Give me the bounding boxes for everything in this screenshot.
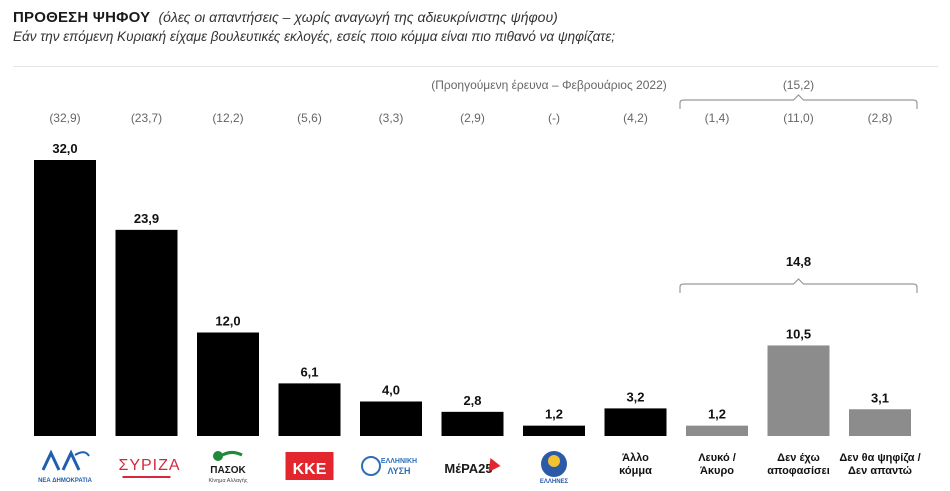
category-label: Άκυρο bbox=[700, 465, 734, 477]
category-label: Άλλο bbox=[622, 452, 649, 464]
mera25-logo: ΜέΡΑ25 bbox=[444, 461, 492, 476]
bar-value-label: 23,9 bbox=[134, 211, 159, 226]
ellines-logo-text: ΕΛΛΗΝΕΣ bbox=[540, 479, 569, 485]
bar-value-label: 1,2 bbox=[708, 407, 726, 422]
bar bbox=[197, 332, 259, 436]
bar bbox=[360, 401, 422, 436]
bar-value-label: 32,0 bbox=[52, 141, 77, 156]
previous-value-label: (2,9) bbox=[460, 111, 485, 125]
ellines-logo bbox=[548, 455, 560, 467]
previous-value-label: (12,2) bbox=[212, 111, 243, 125]
previous-value-label: (2,8) bbox=[868, 111, 893, 125]
elliniki-lysi-logo bbox=[361, 456, 381, 476]
nea-dimokratia-logo bbox=[74, 451, 90, 457]
chart-header: ΠΡΟΘΕΣΗ ΨΗΦΟΥ (όλες οι απαντήσεις – χωρί… bbox=[13, 8, 943, 44]
bar-value-label: 4,0 bbox=[382, 383, 400, 398]
bar bbox=[767, 345, 830, 436]
bar bbox=[441, 411, 504, 436]
category-label: Δεν απαντώ bbox=[848, 465, 912, 477]
previous-value-label: (11,0) bbox=[783, 111, 813, 125]
previous-group-total-label: (15,2) bbox=[783, 78, 814, 92]
syriza-logo: ΣΥΡΙΖΑ bbox=[118, 457, 180, 474]
pasok-logo bbox=[214, 450, 243, 462]
nea-dimokratia-logo bbox=[41, 449, 81, 471]
category-label: Δεν έχω bbox=[777, 452, 820, 464]
group-total-label: 14,8 bbox=[786, 254, 811, 269]
pasok-logo-subtext: Κίνημα Αλλαγής bbox=[209, 477, 248, 484]
chart-title: ΠΡΟΘΕΣΗ ΨΗΦΟΥ bbox=[13, 9, 151, 26]
previous-value-label: (1,4) bbox=[705, 111, 730, 125]
kke-logo bbox=[285, 452, 334, 480]
bar bbox=[849, 409, 911, 436]
previous-value-label: (-) bbox=[548, 111, 560, 125]
bar-value-label: 6,1 bbox=[300, 364, 318, 379]
bar-value-label: 2,8 bbox=[463, 393, 481, 408]
category-label: κόμμα bbox=[619, 465, 652, 477]
bar-value-label: 12,0 bbox=[215, 314, 240, 329]
previous-value-label: (32,9) bbox=[49, 111, 80, 125]
bar bbox=[34, 160, 96, 436]
bar bbox=[278, 383, 341, 436]
previous-value-label: (23,7) bbox=[131, 111, 162, 125]
group-brace bbox=[679, 278, 918, 293]
previous-group-brace bbox=[679, 94, 918, 109]
elliniki-lysi-logo-text: ΕΛΛΗΝΙΚΗ bbox=[381, 458, 417, 465]
elliniki-lysi-logo-text: ΛΥΣΗ bbox=[387, 466, 410, 476]
bar bbox=[686, 425, 748, 436]
previous-value-label: (3,3) bbox=[379, 111, 404, 125]
category-label: αποφασίσει bbox=[767, 465, 830, 477]
syriza-logo-underline bbox=[122, 476, 171, 478]
bar bbox=[115, 229, 178, 436]
previous-survey-label: (Προηγούμενη έρευνα – Φεβρουάριος 2022) bbox=[431, 78, 667, 92]
bar bbox=[604, 408, 667, 436]
header-divider bbox=[13, 66, 938, 67]
bar bbox=[523, 425, 585, 436]
title-line: ΠΡΟΘΕΣΗ ΨΗΦΟΥ (όλες οι απαντήσεις – χωρί… bbox=[13, 8, 943, 27]
pasok-logo-text: ΠΑΣΟΚ bbox=[210, 465, 246, 476]
previous-value-label: (5,6) bbox=[297, 111, 322, 125]
bar-value-label: 10,5 bbox=[786, 326, 811, 341]
mera25-logo-arrow bbox=[488, 458, 501, 472]
bar-value-label: 3,1 bbox=[871, 390, 889, 405]
category-label: Δεν θα ψηφίζα / bbox=[839, 452, 920, 464]
previous-value-label: (4,2) bbox=[623, 111, 648, 125]
category-label: Λευκό / bbox=[698, 452, 736, 464]
kke-logo-text: ΚΚΕ bbox=[293, 461, 327, 478]
chart-subtitle: (όλες οι απαντήσεις – χωρίς αναγωγή της … bbox=[158, 9, 558, 25]
nea-dimokratia-logo-text: ΝΕΑ ΔΗΜΟΚΡΑΤΙΑ bbox=[38, 478, 92, 484]
survey-question: Εάν την επόμενη Κυριακή είχαμε βουλευτικ… bbox=[13, 29, 615, 44]
bar-value-label: 1,2 bbox=[545, 407, 563, 422]
bar-value-label: 3,2 bbox=[626, 389, 644, 404]
